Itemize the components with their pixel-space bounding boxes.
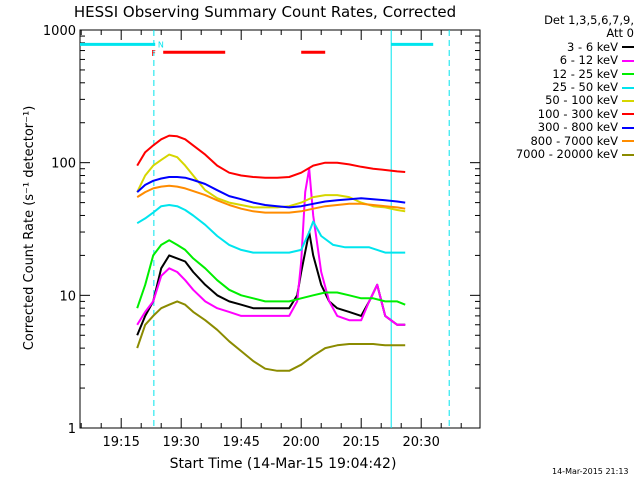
- series-line-7: [136, 176, 406, 209]
- plot-area: 1 10 100 1000 19:15 19:30 19:45 20:00 20:15 20:30…: [43, 24, 481, 450]
- series-line-6: [136, 134, 406, 179]
- x-tick-label: 19:15: [102, 435, 139, 450]
- legend-item: 800 - 7000 keV: [486, 133, 634, 148]
- series-line-3: [136, 239, 406, 309]
- series-line-2: [136, 167, 406, 326]
- legend-item-label: 3 - 6 keV: [567, 39, 618, 54]
- y-tick-label: 1: [68, 422, 76, 437]
- y-tick-label: 1000: [43, 24, 76, 39]
- legend-item: 300 - 800 keV: [486, 120, 634, 135]
- legend-swatch: [622, 113, 634, 116]
- y-tick-label: 10: [59, 289, 76, 304]
- legend-item-label: 50 - 100 keV: [545, 93, 618, 108]
- flag-label-f: F: [151, 49, 156, 58]
- legend-item: 12 - 25 keV: [486, 66, 634, 81]
- x-tick-label: 20:30: [402, 435, 439, 450]
- x-tick-label: 20:15: [342, 435, 379, 450]
- legend-swatch: [622, 86, 634, 89]
- legend-swatch: [622, 100, 634, 103]
- legend-swatch: [622, 126, 634, 129]
- flag-label-n: N: [158, 40, 164, 49]
- x-tick-label: 19:45: [222, 435, 259, 450]
- legend-item: 50 - 100 keV: [486, 93, 634, 108]
- legend-header-detectors: Det 1,3,5,6,7,9,: [544, 13, 634, 27]
- legend-item: 3 - 6 keV: [486, 39, 634, 54]
- legend-item-label: 25 - 50 keV: [552, 79, 618, 94]
- legend-swatch: [622, 153, 634, 156]
- legend-item: 7000 - 20000 keV: [486, 146, 634, 161]
- plot-timestamp: 14-Mar-2015 21:13: [552, 467, 629, 476]
- x-tick-label: 19:30: [162, 435, 199, 450]
- legend-item-label: 6 - 12 keV: [559, 53, 618, 68]
- legend-swatch: [622, 46, 634, 49]
- series-line-1: [136, 231, 406, 336]
- chart-title: HESSI Observing Summary Count Rates, Cor…: [74, 3, 456, 21]
- x-axis-label: Start Time (14-Mar-15 19:04:42): [170, 456, 397, 472]
- legend-swatch: [622, 73, 634, 76]
- series-line-5: [136, 153, 406, 213]
- y-tick-label: 100: [51, 157, 76, 172]
- chart-legend: Det 1,3,5,6,7,9, Att 0 3 - 6 keV 6 - 12 k…: [486, 13, 634, 161]
- series-line-4: [136, 204, 406, 254]
- legend-item: 100 - 300 keV: [486, 106, 634, 121]
- legend-swatch: [622, 59, 634, 62]
- y-axis-label: Corrected Count Rate (s⁻¹ detector⁻¹): [22, 106, 37, 351]
- plot-frame: [79, 29, 481, 429]
- legend-item: 6 - 12 keV: [486, 53, 634, 68]
- legend-item-label: 100 - 300 keV: [537, 106, 618, 121]
- x-tick-label: 20:00: [282, 435, 319, 450]
- series-line-9: [136, 300, 406, 372]
- legend-item-label: 800 - 7000 keV: [530, 133, 618, 148]
- legend-item-label: 7000 - 20000 keV: [515, 146, 618, 161]
- legend-header-attenuator: Att 0: [606, 26, 634, 41]
- legend-item-label: 12 - 25 keV: [552, 66, 618, 81]
- series-line-8: [136, 184, 406, 214]
- legend-item-label: 300 - 800 keV: [537, 120, 618, 135]
- legend-item: 25 - 50 keV: [486, 79, 634, 94]
- legend-swatch: [622, 140, 634, 143]
